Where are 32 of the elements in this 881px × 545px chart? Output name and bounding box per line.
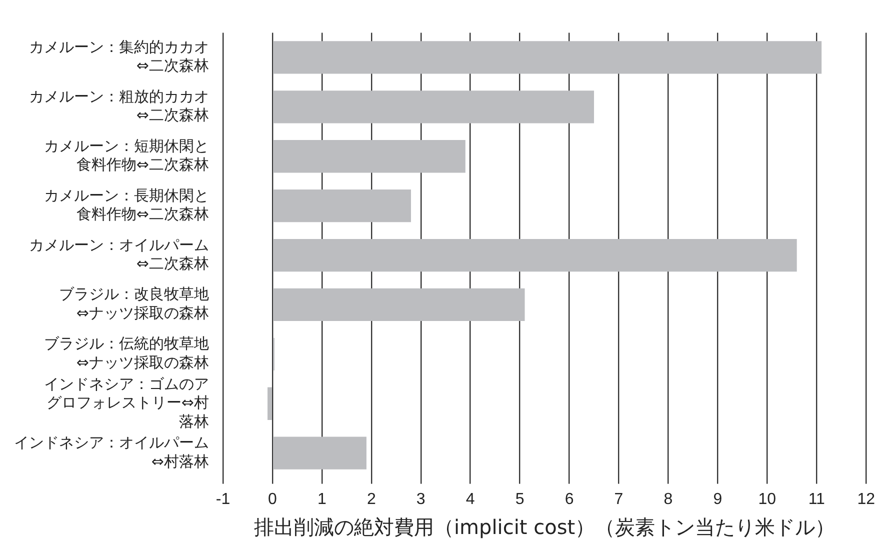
y-tick-label: カメルーン：集約的カカオ⇔二次森林 <box>29 38 209 75</box>
y-tick-label: インドネシア：ゴムのアグロフォレストリー⇔村落林 <box>44 374 209 430</box>
x-tick-label: 7 <box>614 490 624 508</box>
bar <box>273 238 797 272</box>
x-tick-label: -1 <box>216 490 230 508</box>
y-tick-label: カメルーン：短期休閑と食料作物⇔二次森林 <box>44 136 209 174</box>
x-tick-label: 11 <box>808 490 826 508</box>
bar <box>273 190 411 222</box>
bar <box>273 288 525 322</box>
bar <box>273 41 822 74</box>
y-tick-label: カメルーン：オイルパーム⇔二次森林 <box>29 236 209 273</box>
x-tick-label: 3 <box>416 490 426 508</box>
x-tick-label: 8 <box>664 490 673 508</box>
x-tick-label: 1 <box>317 490 326 508</box>
y-tick-label: ブラジル：改良牧草地⇔ナッツ採取の森林 <box>59 285 209 322</box>
x-tick-label: 5 <box>515 490 524 508</box>
x-tick-label: 9 <box>713 490 722 508</box>
y-tick-label: ブラジル：伝統的牧草地⇔ナッツ採取の森林 <box>44 334 209 372</box>
y-tick-label: カメルーン：長期休閑と食料作物⇔二次森林 <box>44 186 209 224</box>
x-tick-label: 10 <box>758 490 776 508</box>
x-tick-label: 4 <box>466 490 475 508</box>
bar <box>273 436 366 470</box>
x-axis-title: 排出削減の絶対費用（implicit cost）（炭素トン当たり米ドル） <box>254 515 836 540</box>
x-tick-label: 0 <box>268 490 278 508</box>
x-tick-label: 6 <box>564 490 574 508</box>
bar <box>268 387 272 420</box>
x-tick-label: 12 <box>857 490 876 508</box>
y-tick-label: カメルーン：粗放的カカオ⇔二次森林 <box>29 87 209 124</box>
x-tick-label: 2 <box>366 490 376 508</box>
y-tick-label: インドネシア：オイルパーム⇔村落林 <box>14 434 209 470</box>
bar <box>273 90 594 124</box>
bar <box>273 140 466 173</box>
